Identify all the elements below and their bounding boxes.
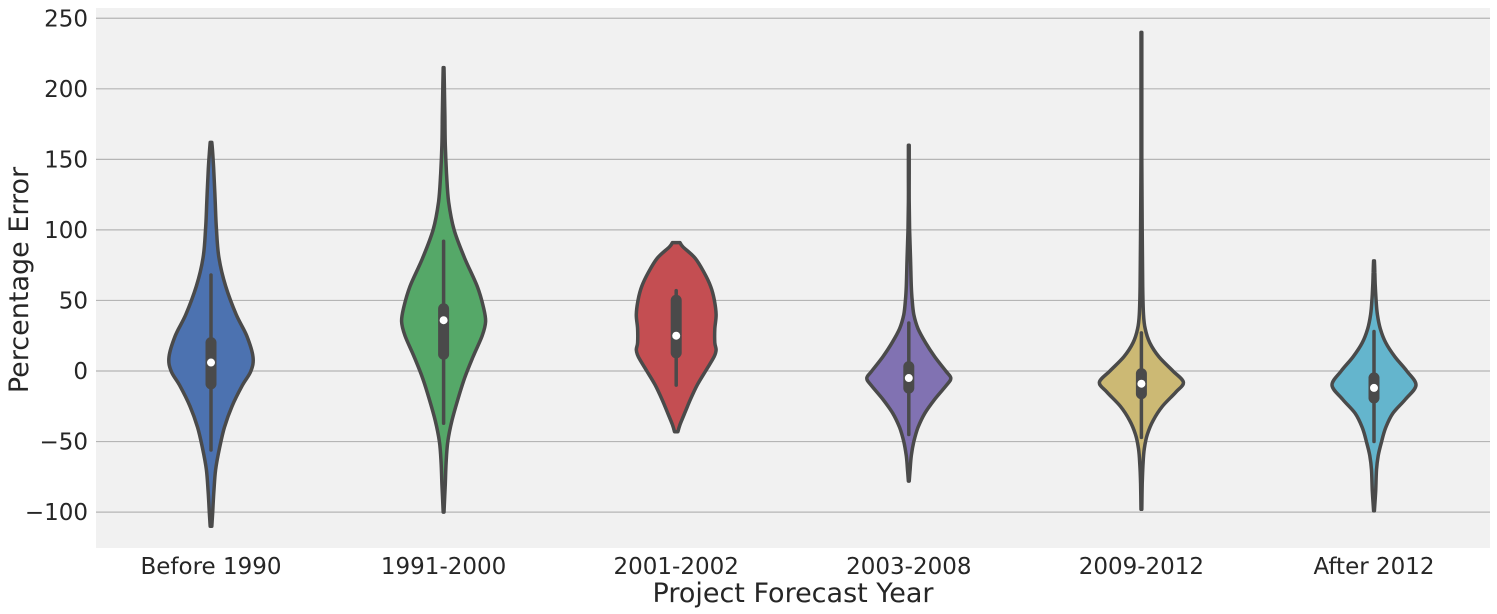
- x-tick-labels: Before 1990 1991-2000 2001-2002 2003-2008 20…: [140, 554, 1434, 580]
- violin-body: [865, 143, 953, 483]
- violins: [167, 30, 1418, 528]
- y-tick-label: 200: [44, 77, 88, 103]
- x-axis-label: Project Forecast Year: [653, 578, 935, 609]
- x-tick-label: 2001-2002: [614, 554, 739, 580]
- y-tick-label: 50: [59, 288, 88, 314]
- violin-after-2012: [1330, 259, 1418, 513]
- y-tick-label: 250: [44, 6, 88, 32]
- y-axis-label: Percentage Error: [4, 166, 35, 393]
- y-tick-label: 0: [73, 359, 88, 385]
- y-tick-label: 150: [44, 147, 88, 173]
- y-tick-labels: −100 −50 0 50 100 150 200 250: [25, 6, 88, 526]
- violin-iqr-box: [670, 294, 682, 359]
- violin-median-dot: [1370, 383, 1378, 392]
- violin-median-dot: [207, 358, 215, 367]
- violin-2003-2008: [865, 143, 953, 483]
- violin-2009-2012: [1097, 30, 1186, 512]
- y-tick-label: −50: [39, 430, 88, 456]
- violin-median-dot: [672, 331, 681, 340]
- x-tick-label: Before 1990: [140, 554, 281, 580]
- violin-median-dot: [904, 374, 913, 383]
- x-tick-label: 2009-2012: [1079, 554, 1204, 580]
- violin-before-1990: [167, 140, 255, 528]
- violin-median-dot: [1137, 379, 1146, 388]
- violin-2001-2002: [634, 240, 718, 434]
- y-tick-label: −100: [25, 500, 88, 526]
- x-tick-label: 1991-2000: [381, 554, 506, 580]
- plot-background: [96, 8, 1490, 548]
- x-tick-label: After 2012: [1313, 554, 1434, 580]
- y-tick-label: 100: [44, 218, 88, 244]
- violin-body: [1097, 30, 1186, 512]
- x-tick-label: 2003-2008: [846, 554, 971, 580]
- violin-iqr-box: [438, 303, 450, 360]
- violin-median-dot: [439, 316, 448, 325]
- violin-1991-2000: [399, 65, 488, 514]
- gridlines: [96, 17, 1490, 513]
